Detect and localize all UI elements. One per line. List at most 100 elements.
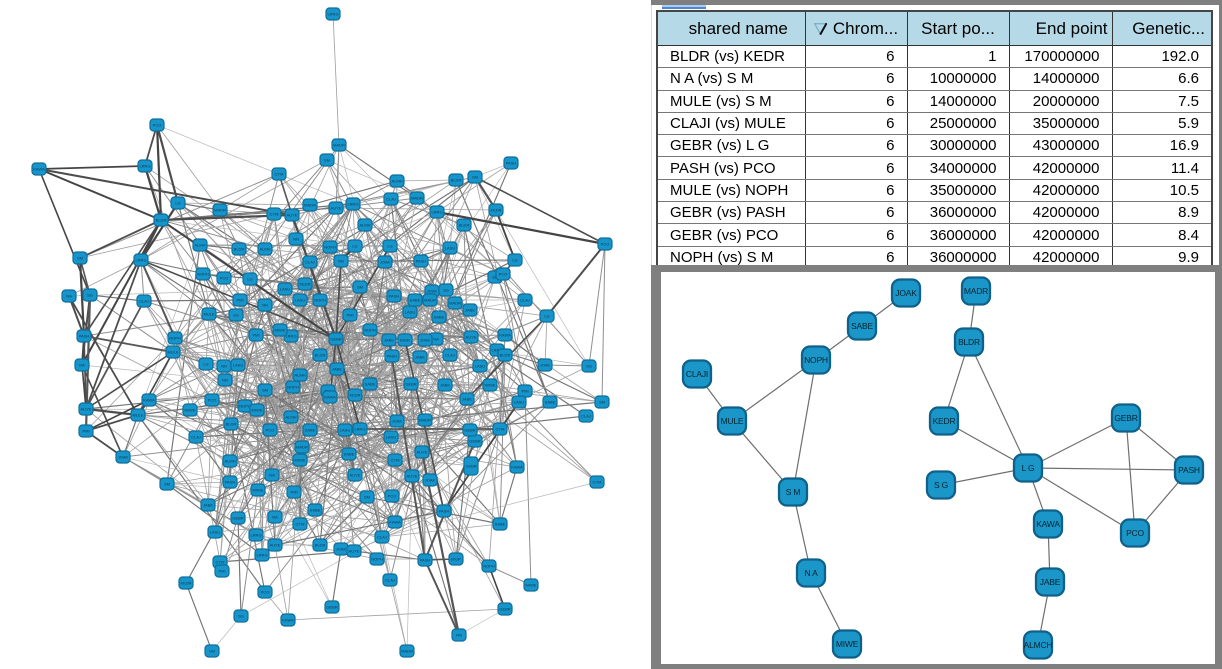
svg-text:MULE: MULE bbox=[203, 312, 214, 317]
svg-text:JOAK: JOAK bbox=[427, 289, 438, 294]
svg-text:SABE: SABE bbox=[365, 382, 376, 387]
svg-text:NA: NA bbox=[272, 515, 278, 520]
svg-text:SM: SM bbox=[472, 175, 478, 180]
svg-text:LRRG: LRRG bbox=[491, 348, 502, 353]
svg-text:SM: SM bbox=[164, 482, 170, 487]
svg-text:ALMH: ALMH bbox=[391, 179, 402, 184]
svg-text:ALMH: ALMH bbox=[224, 459, 235, 464]
svg-text:ALMH: ALMH bbox=[194, 243, 205, 248]
svg-text:KEDR: KEDR bbox=[299, 282, 310, 287]
svg-text:KAWA: KAWA bbox=[1036, 519, 1060, 529]
svg-text:AUYE: AUYE bbox=[350, 473, 361, 478]
svg-text:NOPH: NOPH bbox=[239, 404, 251, 409]
svg-text:SM: SM bbox=[262, 388, 268, 393]
svg-text:KEDR: KEDR bbox=[349, 393, 360, 398]
svg-text:LASU: LASU bbox=[210, 530, 221, 535]
svg-text:NOPH: NOPH bbox=[169, 336, 181, 341]
svg-text:CYM: CYM bbox=[275, 172, 284, 177]
svg-text:PMI: PMI bbox=[252, 333, 259, 338]
svg-text:NN: NN bbox=[338, 259, 344, 264]
svg-text:PMI: PMI bbox=[346, 313, 353, 318]
svg-text:BLDR: BLDR bbox=[234, 247, 245, 252]
svg-text:MIWE: MIWE bbox=[836, 639, 859, 649]
svg-text:KEDR: KEDR bbox=[490, 208, 501, 213]
svg-text:SM: SM bbox=[364, 495, 370, 500]
svg-text:SG: SG bbox=[238, 614, 244, 619]
svg-text:LRRG: LRRG bbox=[139, 164, 150, 169]
svg-text:PMI: PMI bbox=[218, 569, 225, 574]
svg-text:PASH: PASH bbox=[416, 259, 427, 264]
svg-text:BLDR: BLDR bbox=[315, 543, 326, 548]
svg-text:JABE: JABE bbox=[384, 338, 394, 343]
svg-text:PASH: PASH bbox=[439, 509, 450, 514]
svg-text:SABE: SABE bbox=[545, 400, 556, 405]
svg-text:KAWA: KAWA bbox=[143, 398, 155, 403]
svg-text:KAWA: KAWA bbox=[324, 395, 336, 400]
svg-text:LG: LG bbox=[512, 258, 517, 263]
svg-text:BLDR: BLDR bbox=[459, 223, 470, 228]
svg-text:LRRG: LRRG bbox=[135, 258, 146, 263]
svg-text:JABE: JABE bbox=[203, 503, 213, 508]
svg-text:LRRG: LRRG bbox=[285, 334, 296, 339]
svg-text:PCO: PCO bbox=[261, 590, 270, 595]
svg-text:GEBR: GEBR bbox=[464, 428, 475, 433]
svg-text:GEBR: GEBR bbox=[499, 607, 510, 612]
svg-text:SG: SG bbox=[443, 288, 449, 293]
svg-text:LRRG: LRRG bbox=[354, 427, 365, 432]
svg-text:SG: SG bbox=[492, 275, 498, 280]
svg-text:ALMH: ALMH bbox=[259, 247, 270, 252]
svg-text:SABE: SABE bbox=[434, 315, 445, 320]
svg-text:MIWE: MIWE bbox=[295, 458, 306, 463]
svg-text:NN: NN bbox=[221, 364, 227, 369]
svg-text:PCO: PCO bbox=[1126, 528, 1144, 538]
svg-text:JOAK: JOAK bbox=[380, 260, 391, 265]
svg-text:MADR: MADR bbox=[296, 445, 308, 450]
svg-text:AUYE: AUYE bbox=[287, 213, 298, 218]
svg-text:CYM: CYM bbox=[296, 522, 305, 527]
svg-text:PCO: PCO bbox=[266, 428, 275, 433]
svg-text:PCO: PCO bbox=[220, 276, 229, 281]
svg-text:AUYE: AUYE bbox=[417, 450, 428, 455]
svg-text:AUYE: AUYE bbox=[349, 549, 360, 554]
svg-text:ALMH: ALMH bbox=[285, 415, 296, 420]
svg-text:ALMCH: ALMCH bbox=[1024, 640, 1053, 650]
svg-text:MADR: MADR bbox=[449, 301, 461, 306]
svg-text:BLDR: BLDR bbox=[500, 353, 511, 358]
svg-text:LG: LG bbox=[247, 277, 252, 282]
svg-text:SM: SM bbox=[599, 400, 605, 405]
svg-text:KEDR: KEDR bbox=[933, 416, 956, 426]
svg-text:MULE: MULE bbox=[167, 350, 178, 355]
svg-text:SG: SG bbox=[233, 313, 239, 318]
svg-text:ALMH: ALMH bbox=[359, 223, 370, 228]
svg-text:NOPH: NOPH bbox=[314, 298, 326, 303]
svg-text:CLAJ: CLAJ bbox=[191, 435, 201, 440]
svg-text:NN: NN bbox=[262, 303, 268, 308]
svg-text:PCO: PCO bbox=[388, 494, 397, 499]
svg-text:S G: S G bbox=[934, 480, 948, 490]
svg-text:MADR: MADR bbox=[419, 418, 431, 423]
svg-text:CLAJ: CLAJ bbox=[377, 535, 387, 540]
svg-text:MADR: MADR bbox=[214, 208, 226, 213]
svg-text:LG: LG bbox=[352, 244, 357, 249]
svg-text:SG: SG bbox=[586, 364, 592, 369]
svg-text:MADR: MADR bbox=[304, 203, 316, 208]
svg-text:LG: LG bbox=[387, 244, 392, 249]
svg-text:LRRG: LRRG bbox=[256, 553, 267, 558]
svg-text:LASU: LASU bbox=[386, 435, 397, 440]
svg-text:KAWA: KAWA bbox=[282, 618, 294, 623]
svg-text:NN: NN bbox=[293, 237, 299, 242]
svg-text:PMI: PMI bbox=[521, 389, 528, 394]
svg-text:SM: SM bbox=[209, 649, 215, 654]
svg-text:SM: SM bbox=[357, 285, 363, 290]
svg-text:MADR: MADR bbox=[411, 196, 423, 201]
svg-text:NN: NN bbox=[456, 633, 462, 638]
svg-text:MADR: MADR bbox=[333, 143, 345, 148]
svg-text:PMI: PMI bbox=[290, 490, 297, 495]
svg-text:JOAK: JOAK bbox=[118, 455, 129, 460]
svg-text:JABE: JABE bbox=[332, 367, 342, 372]
svg-text:JOAK: JOAK bbox=[895, 288, 917, 298]
svg-text:NOPH: NOPH bbox=[804, 355, 828, 365]
svg-text:KAWA: KAWA bbox=[389, 520, 401, 525]
svg-text:AUYE: AUYE bbox=[407, 474, 418, 479]
svg-text:KAWA: KAWA bbox=[33, 167, 45, 172]
